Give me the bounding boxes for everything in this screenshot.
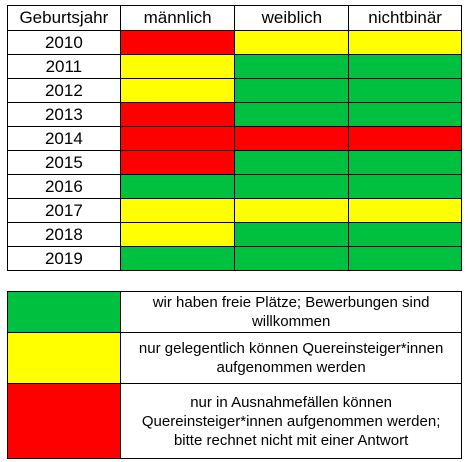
status-cell-nonbinary <box>348 174 462 199</box>
status-cell-nonbinary <box>348 150 462 175</box>
status-cell-nonbinary <box>348 30 462 55</box>
status-cell-nonbinary <box>348 246 462 271</box>
status-cell-female <box>234 246 350 271</box>
status-cell-nonbinary <box>348 198 462 223</box>
status-cell-nonbinary <box>348 126 462 151</box>
status-cell-female <box>234 54 350 79</box>
legend-text-yellow: nur gelegentlich können Quereinsteiger*i… <box>120 332 462 384</box>
year-cell: 2016 <box>7 174 121 199</box>
table-row: 2011 <box>7 54 462 79</box>
status-cell-female <box>234 150 350 175</box>
status-cell-female <box>234 198 350 223</box>
table-header: Geburtsjahr männlich weiblich nichtbinär <box>7 5 462 31</box>
status-cell-female <box>234 30 350 55</box>
availability-table: Geburtsjahr männlich weiblich nichtbinär… <box>7 5 462 271</box>
status-cell-male <box>119 150 236 175</box>
table-body: 2010 2011 2012 2013 2014 <box>7 30 462 271</box>
status-cell-male <box>119 126 236 151</box>
legend-swatch-green <box>6 291 122 333</box>
table-row: 2010 <box>7 30 462 55</box>
status-cell-male <box>119 246 236 271</box>
year-cell: 2018 <box>7 222 121 247</box>
header-female: weiblich <box>234 5 350 31</box>
table-row: 2017 <box>7 198 462 223</box>
table-row: 2014 <box>7 126 462 151</box>
year-cell: 2014 <box>7 126 121 151</box>
header-row: Geburtsjahr männlich weiblich nichtbinär <box>7 5 462 31</box>
legend-label: nur in Ausnahmefällen können Quereinstei… <box>141 393 441 449</box>
legend-text-red: nur in Ausnahmefällen können Quereinstei… <box>120 383 462 459</box>
legend-swatch-yellow <box>6 332 122 384</box>
status-cell-nonbinary <box>348 102 462 127</box>
legend-swatch-red <box>6 383 122 459</box>
table-row: 2018 <box>7 222 462 247</box>
legend-text-green: wir haben freie Plätze; Bewerbungen sind… <box>120 291 462 333</box>
table-row: 2015 <box>7 150 462 175</box>
legend-row-green: wir haben freie Plätze; Bewerbungen sind… <box>6 291 462 333</box>
legend-label: wir haben freie Plätze; Bewerbungen sind… <box>152 294 430 330</box>
table-row: 2012 <box>7 78 462 103</box>
status-cell-male <box>119 78 236 103</box>
status-cell-nonbinary <box>348 222 462 247</box>
header-male: männlich <box>119 5 236 31</box>
status-cell-male <box>119 198 236 223</box>
status-cell-male <box>119 102 236 127</box>
year-cell: 2013 <box>7 102 121 127</box>
status-cell-male <box>119 54 236 79</box>
header-nonbinary: nichtbinär <box>348 5 462 31</box>
status-cell-male <box>119 30 236 55</box>
legend-table: wir haben freie Plätze; Bewerbungen sind… <box>6 291 462 459</box>
status-cell-nonbinary <box>348 78 462 103</box>
status-cell-female <box>234 78 350 103</box>
table-row: 2019 <box>7 246 462 271</box>
status-cell-female <box>234 126 350 151</box>
status-cell-male <box>119 174 236 199</box>
legend-row-red: nur in Ausnahmefällen können Quereinstei… <box>6 383 462 459</box>
year-cell: 2010 <box>7 30 121 55</box>
table-row: 2016 <box>7 174 462 199</box>
year-cell: 2017 <box>7 198 121 223</box>
status-cell-male <box>119 222 236 247</box>
year-cell: 2015 <box>7 150 121 175</box>
year-cell: 2019 <box>7 246 121 271</box>
legend-label: nur gelegentlich können Quereinsteiger*i… <box>138 340 444 376</box>
status-cell-female <box>234 222 350 247</box>
year-cell: 2012 <box>7 78 121 103</box>
status-cell-female <box>234 174 350 199</box>
year-cell: 2011 <box>7 54 121 79</box>
legend-row-yellow: nur gelegentlich können Quereinsteiger*i… <box>6 332 462 384</box>
status-cell-nonbinary <box>348 54 462 79</box>
table-row: 2013 <box>7 102 462 127</box>
status-cell-female <box>234 102 350 127</box>
header-birth-year: Geburtsjahr <box>7 5 121 31</box>
